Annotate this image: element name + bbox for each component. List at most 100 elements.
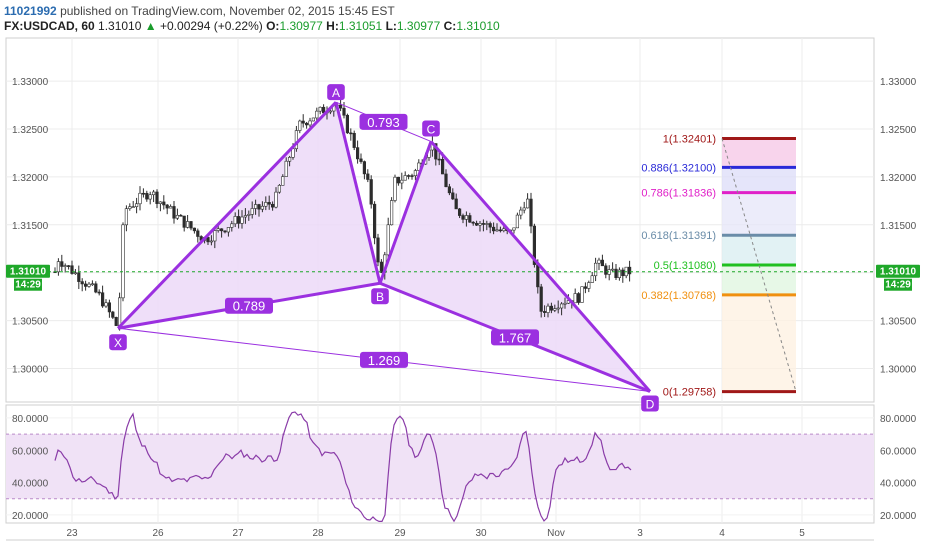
candle-body: [491, 226, 496, 232]
symbol-label[interactable]: FX:USDCAD, 60: [4, 19, 95, 33]
price-badge-text-left: 1.31010: [10, 267, 47, 278]
author-id[interactable]: 11021992: [4, 4, 57, 18]
candle-body: [525, 198, 530, 209]
fib-level-label: 0.886(1.32100): [641, 162, 716, 174]
candle-body: [621, 269, 625, 277]
candle-body: [440, 159, 445, 175]
candle-body: [563, 302, 567, 305]
candle-body: [250, 208, 254, 215]
x-tick-label: 28: [312, 528, 324, 539]
candle-body: [532, 225, 536, 265]
candle-body: [536, 264, 540, 288]
candle-body: [243, 215, 248, 218]
candle-body: [165, 204, 169, 209]
rsi-tick-right: 20.0000: [880, 511, 917, 522]
point-label-b: B: [376, 290, 384, 304]
candle-body: [270, 203, 275, 208]
candle-body: [247, 214, 251, 216]
x-tick-label: 4: [719, 528, 725, 539]
candle-body: [73, 272, 77, 275]
last-price: 1.31010: [98, 19, 142, 33]
candle-body: [379, 261, 384, 273]
candle-body: [284, 160, 288, 177]
candle-body: [573, 293, 577, 304]
candle-body: [345, 114, 350, 134]
candle-body: [70, 265, 74, 274]
published-text: published on TradingView.com, November 0…: [60, 4, 395, 18]
candle-body: [468, 215, 472, 223]
candle-body: [600, 259, 604, 267]
x-tick-label: Nov: [547, 528, 565, 539]
candle-body: [124, 208, 128, 226]
y-tick-right: 1.33000: [880, 77, 917, 88]
fib-trend-line: [721, 138, 797, 392]
candle-body: [152, 191, 156, 196]
candle-body: [131, 206, 135, 208]
fib-zones: [722, 138, 796, 392]
symbol-header: FX:USDCAD, 60 1.31010 ▲ +0.00294 (+0.22%…: [4, 19, 500, 33]
point-label-x-box: [109, 334, 127, 351]
point-label-d-box: [641, 395, 659, 412]
candle-body: [294, 130, 299, 150]
candle-body: [355, 147, 360, 160]
fib-zone: [722, 294, 796, 392]
ratio-label-ac-box: [359, 113, 408, 130]
candle-body: [410, 175, 414, 177]
candle-body: [179, 214, 183, 217]
point-label-b-box: [371, 288, 389, 305]
candle-body: [338, 104, 343, 109]
candle-body: [413, 170, 418, 177]
candle-body: [488, 223, 492, 228]
low-value: 1.30977: [396, 19, 441, 33]
candle-body: [111, 311, 115, 318]
pattern-leg: [334, 101, 382, 284]
candle-body: [240, 216, 244, 224]
price-badge-text-right: 1.31010: [880, 267, 917, 278]
publish-header: 11021992 published on TradingView.com, N…: [4, 4, 395, 18]
candle-body: [145, 192, 149, 200]
open-label: O:: [266, 19, 280, 33]
x-tick-label: 3: [637, 528, 643, 539]
candle-body: [580, 286, 584, 303]
candle-body: [315, 110, 319, 119]
time-badge-left: [14, 278, 42, 291]
fib-level-label: 0.786(1.31836): [641, 188, 716, 200]
candle-body: [359, 158, 363, 162]
candle-body: [376, 237, 380, 263]
price-change: +0.00294 (+0.22%): [160, 19, 263, 33]
pattern-leg: [378, 140, 433, 284]
candle-body: [342, 107, 346, 116]
point-label-c: C: [427, 122, 436, 136]
fib-retracement[interactable]: 1(1.32401) 0.886(1.32100) 0.786(1.31836) 0.…: [641, 133, 797, 399]
fib-level-label: 0.618(1.31391): [641, 230, 716, 242]
rsi-tick-right: 60.0000: [880, 446, 917, 457]
fib-zone: [722, 265, 796, 295]
point-label-d: D: [646, 397, 655, 411]
high-value: 1.31051: [338, 19, 383, 33]
fib-level-label: 0.382(1.30768): [641, 290, 716, 302]
point-label-c-box: [422, 120, 440, 137]
y-tick-left: 1.30000: [12, 364, 49, 375]
candle-body: [60, 261, 64, 267]
candle-body: [148, 194, 152, 200]
candle-body: [553, 308, 557, 311]
time-badge-text-right: 14:29: [885, 280, 911, 291]
candle-body: [447, 186, 452, 194]
candle-body: [63, 265, 67, 267]
candle-body: [311, 117, 316, 122]
candle-body: [267, 202, 271, 205]
candle-body: [546, 305, 550, 313]
candle-body: [277, 185, 282, 193]
candle-body: [196, 230, 200, 237]
harmonic-pattern[interactable]: X A B C D 0.789 0.793 1.767 1.269: [109, 84, 659, 412]
candle-body: [301, 120, 305, 124]
candle-body: [182, 215, 186, 228]
candle-body: [590, 275, 594, 283]
ratio-label-bd: 1.767: [499, 330, 532, 345]
candle-body: [444, 173, 448, 188]
x-tick-label: 29: [394, 528, 406, 539]
candle-body: [206, 237, 210, 243]
candle-body: [454, 198, 458, 210]
candle-body: [318, 106, 322, 112]
